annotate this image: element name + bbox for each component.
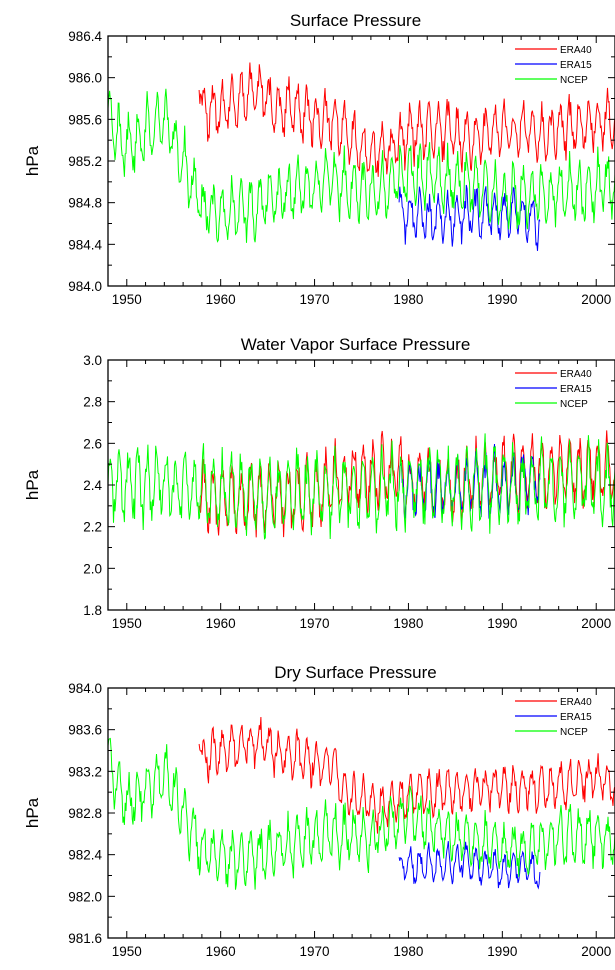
y-tick-label: 981.6: [68, 931, 102, 946]
x-tick-label: 1990: [487, 292, 517, 307]
x-tick-label: 1980: [393, 944, 423, 959]
x-tick-label: 2000: [581, 616, 611, 631]
y-tick-label: 986.0: [68, 71, 102, 86]
x-tick-label: 1960: [206, 292, 236, 307]
series-line-era15: [398, 841, 541, 890]
y-tick-label: 984.8: [68, 196, 102, 211]
legend-label-era15: ERA15: [560, 712, 592, 723]
y-tick-label: 2.0: [83, 561, 102, 576]
x-tick-label: 1990: [487, 616, 517, 631]
x-tick-label: 2000: [581, 292, 611, 307]
legend: ERA40 ERA15 NCEP: [515, 45, 592, 86]
legend-label-era15: ERA15: [560, 60, 592, 71]
x-tick-label: 1980: [393, 292, 423, 307]
chart-title: Surface Pressure: [290, 11, 421, 30]
series-line-ncep: [108, 88, 615, 243]
chart-panel-3: Dry Surface Pressure hPa 1950 1960 1970 1980 1…: [23, 663, 615, 959]
x-tick-label: 1960: [206, 944, 236, 959]
x-tick-label: 1960: [206, 616, 236, 631]
x-tick-label: 1950: [112, 292, 142, 307]
x-tick-label: 1970: [300, 292, 330, 307]
legend-label-era40: ERA40: [560, 369, 592, 380]
y-axis-label: hPa: [23, 145, 42, 176]
y-axis-label: hPa: [23, 797, 42, 828]
x-tick-label: 1970: [300, 616, 330, 631]
y-tick-label: 984.4: [68, 237, 102, 252]
y-tick-label: 983.2: [68, 764, 102, 779]
y-tick-label: 982.0: [68, 889, 102, 904]
chart-panel-2: Water Vapor Surface Pressure hPa 1950 1960 1…: [23, 335, 615, 631]
chart-title: Dry Surface Pressure: [274, 663, 437, 682]
x-tick-label: 1970: [300, 944, 330, 959]
chart-panel-1: Surface Pressure hPa 1950 1960 1970 1980 1990 2…: [23, 11, 615, 307]
series-line-era40: [198, 62, 615, 177]
y-axis-label: hPa: [23, 469, 42, 500]
x-tick-label: 1950: [112, 616, 142, 631]
y-tick-label: 985.6: [68, 112, 102, 127]
y-tick-label: 982.4: [68, 848, 102, 863]
y-tick-label: 984.0: [68, 681, 102, 696]
y-tick-label: 985.2: [68, 154, 102, 169]
y-tick-label: 2.4: [83, 478, 102, 493]
chart-title: Water Vapor Surface Pressure: [241, 335, 471, 354]
series-line-era40: [198, 716, 615, 834]
x-tick-label: 1990: [487, 944, 517, 959]
y-tick-label: 2.8: [83, 395, 102, 410]
x-tick-label: 2000: [581, 944, 611, 959]
legend: ERA40 ERA15 NCEP: [515, 697, 592, 738]
legend-label-ncep: NCEP: [560, 399, 588, 410]
legend-label-era15: ERA15: [560, 384, 592, 395]
legend-label-ncep: NCEP: [560, 75, 588, 86]
legend-label-ncep: NCEP: [560, 727, 588, 738]
y-tick-label: 986.4: [68, 29, 102, 44]
series-line-ncep: [108, 433, 615, 540]
y-tick-label: 1.8: [83, 603, 102, 618]
plot-frame: [107, 35, 615, 287]
y-tick-label: 982.8: [68, 806, 102, 821]
y-tick-label: 2.6: [83, 436, 102, 451]
y-tick-label: 983.6: [68, 723, 102, 738]
x-tick-label: 1980: [393, 616, 423, 631]
legend: ERA40 ERA15 NCEP: [515, 369, 592, 410]
y-tick-label: 2.2: [83, 520, 102, 535]
x-tick-label: 1950: [112, 944, 142, 959]
legend-label-era40: ERA40: [560, 697, 592, 708]
plot-frame: [107, 687, 615, 939]
legend-label-era40: ERA40: [560, 45, 592, 56]
series-line-ncep: [108, 737, 615, 890]
y-tick-label: 3.0: [83, 353, 102, 368]
y-tick-label: 984.0: [68, 279, 102, 294]
